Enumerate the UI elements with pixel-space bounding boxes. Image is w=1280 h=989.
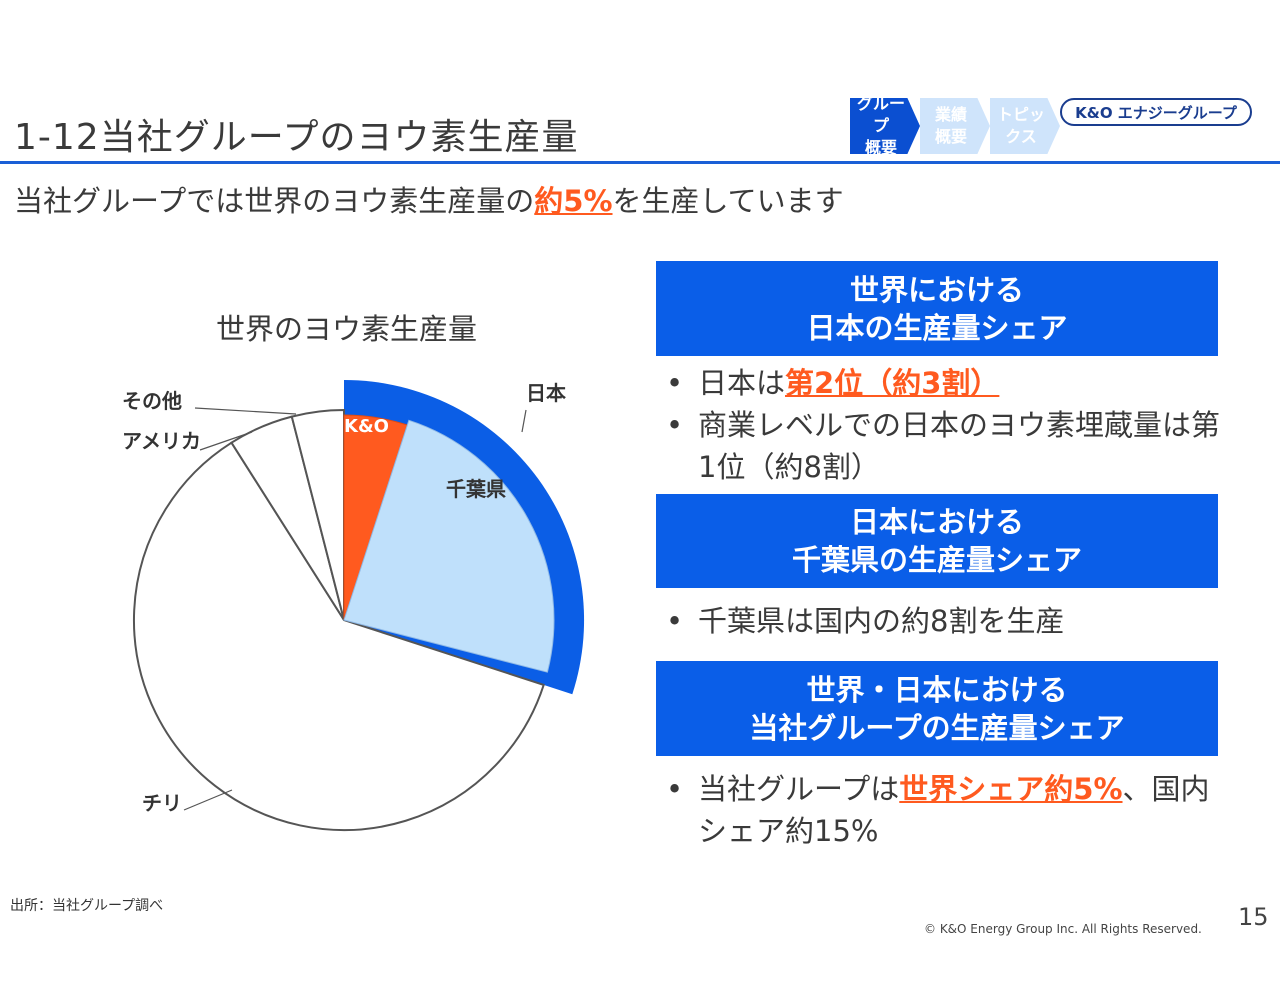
slice-label-chiba: 千葉県 xyxy=(446,477,506,501)
bullet-list-japan: 日本は第2位（約3割） 商業レベルでの日本のヨウ素埋蔵量は第1位（約8割） xyxy=(664,362,1224,488)
source-note: 出所：当社グループ調べ xyxy=(10,898,164,914)
leader-usa xyxy=(199,431,253,451)
slice-label-ko: K&O xyxy=(344,416,389,437)
page-title: 1-12当社グループのヨウ素生産量 xyxy=(14,117,579,158)
leader-chile xyxy=(183,789,233,811)
nav-tab-label: トピッ クス xyxy=(996,105,1045,146)
panel-japan-share: 世界における 日本の生産量シェア xyxy=(656,261,1218,356)
nav-tab-label: グループ 概要 xyxy=(856,94,905,157)
panel-heading-line1: 世界における xyxy=(849,272,1024,307)
panel-heading-line2: 日本の生産量シェア xyxy=(806,310,1068,345)
leader-japan xyxy=(521,409,527,433)
bullet-text: 当社グループは xyxy=(698,772,900,806)
slice-label-other: その他 xyxy=(122,389,182,413)
slice-other xyxy=(290,408,345,621)
list-item: 千葉県は国内の約8割を生産 xyxy=(664,600,1224,642)
panel-heading-line1: 世界・日本における xyxy=(806,672,1068,707)
bullet-list-group: 当社グループは世界シェア約5%、国内シェア約15% xyxy=(664,768,1224,852)
page-subtitle: 当社グループでは世界のヨウ素生産量の約5%を生産しています xyxy=(14,178,844,220)
nav-tab-label: 業績 概要 xyxy=(934,105,967,146)
panel-heading-line2: 当社グループの生産量シェア xyxy=(749,710,1125,745)
slice-label-usa: アメリカ xyxy=(122,429,201,453)
nav-tab-group-overview[interactable]: グループ 概要 xyxy=(850,98,920,154)
chart-title: 世界のヨウ素生産量 xyxy=(216,312,478,346)
bullet-text: 千葉県は国内の約8割を生産 xyxy=(698,604,1065,638)
panel-group-share: 世界・日本における 当社グループの生産量シェア xyxy=(656,661,1218,756)
slice-label-chile: チリ xyxy=(142,791,182,815)
title-divider xyxy=(0,161,1280,164)
bullet-text: 商業レベルでの日本のヨウ素埋蔵量は第1位（約8割） xyxy=(698,408,1221,484)
panel-chiba-share: 日本における 千葉県の生産量シェア xyxy=(656,494,1218,588)
bullet-highlight: 第2位（約3割） xyxy=(785,366,1000,400)
page-number: 15 xyxy=(1238,903,1269,931)
brand-logo: K&O エナジーグループ xyxy=(1060,98,1252,126)
subtitle-text: 当社グループでは世界のヨウ素生産量の xyxy=(14,184,535,218)
list-item: 商業レベルでの日本のヨウ素埋蔵量は第1位（約8割） xyxy=(664,404,1224,488)
copyright: © K&O Energy Group Inc. All Rights Reser… xyxy=(924,922,1202,936)
nav-tab-topics[interactable]: トピッ クス xyxy=(990,98,1060,154)
slice-label-japan: 日本 xyxy=(526,381,566,405)
slice-chiba xyxy=(343,419,555,673)
list-item: 日本は第2位（約3割） xyxy=(664,362,1224,404)
list-item: 当社グループは世界シェア約5%、国内シェア約15% xyxy=(664,768,1224,852)
panel-heading-line1: 日本における xyxy=(849,505,1024,539)
bullet-text: 日本は xyxy=(698,366,786,400)
leader-other xyxy=(194,407,297,415)
subtitle-highlight: 約5% xyxy=(534,184,613,218)
slice-chile xyxy=(133,441,545,832)
brand-logo-text: K&O エナジーグループ xyxy=(1075,103,1237,122)
nav-tab-results-overview[interactable]: 業績 概要 xyxy=(920,98,990,154)
bullet-list-chiba: 千葉県は国内の約8割を生産 xyxy=(664,600,1224,642)
bullet-highlight: 世界シェア約5% xyxy=(899,772,1123,806)
bullet-text-end: 、国内シェア約15% xyxy=(698,772,1210,848)
subtitle-text-end: を生産しています xyxy=(612,184,844,218)
panel-heading-line2: 千葉県の生産量シェア xyxy=(791,543,1082,577)
